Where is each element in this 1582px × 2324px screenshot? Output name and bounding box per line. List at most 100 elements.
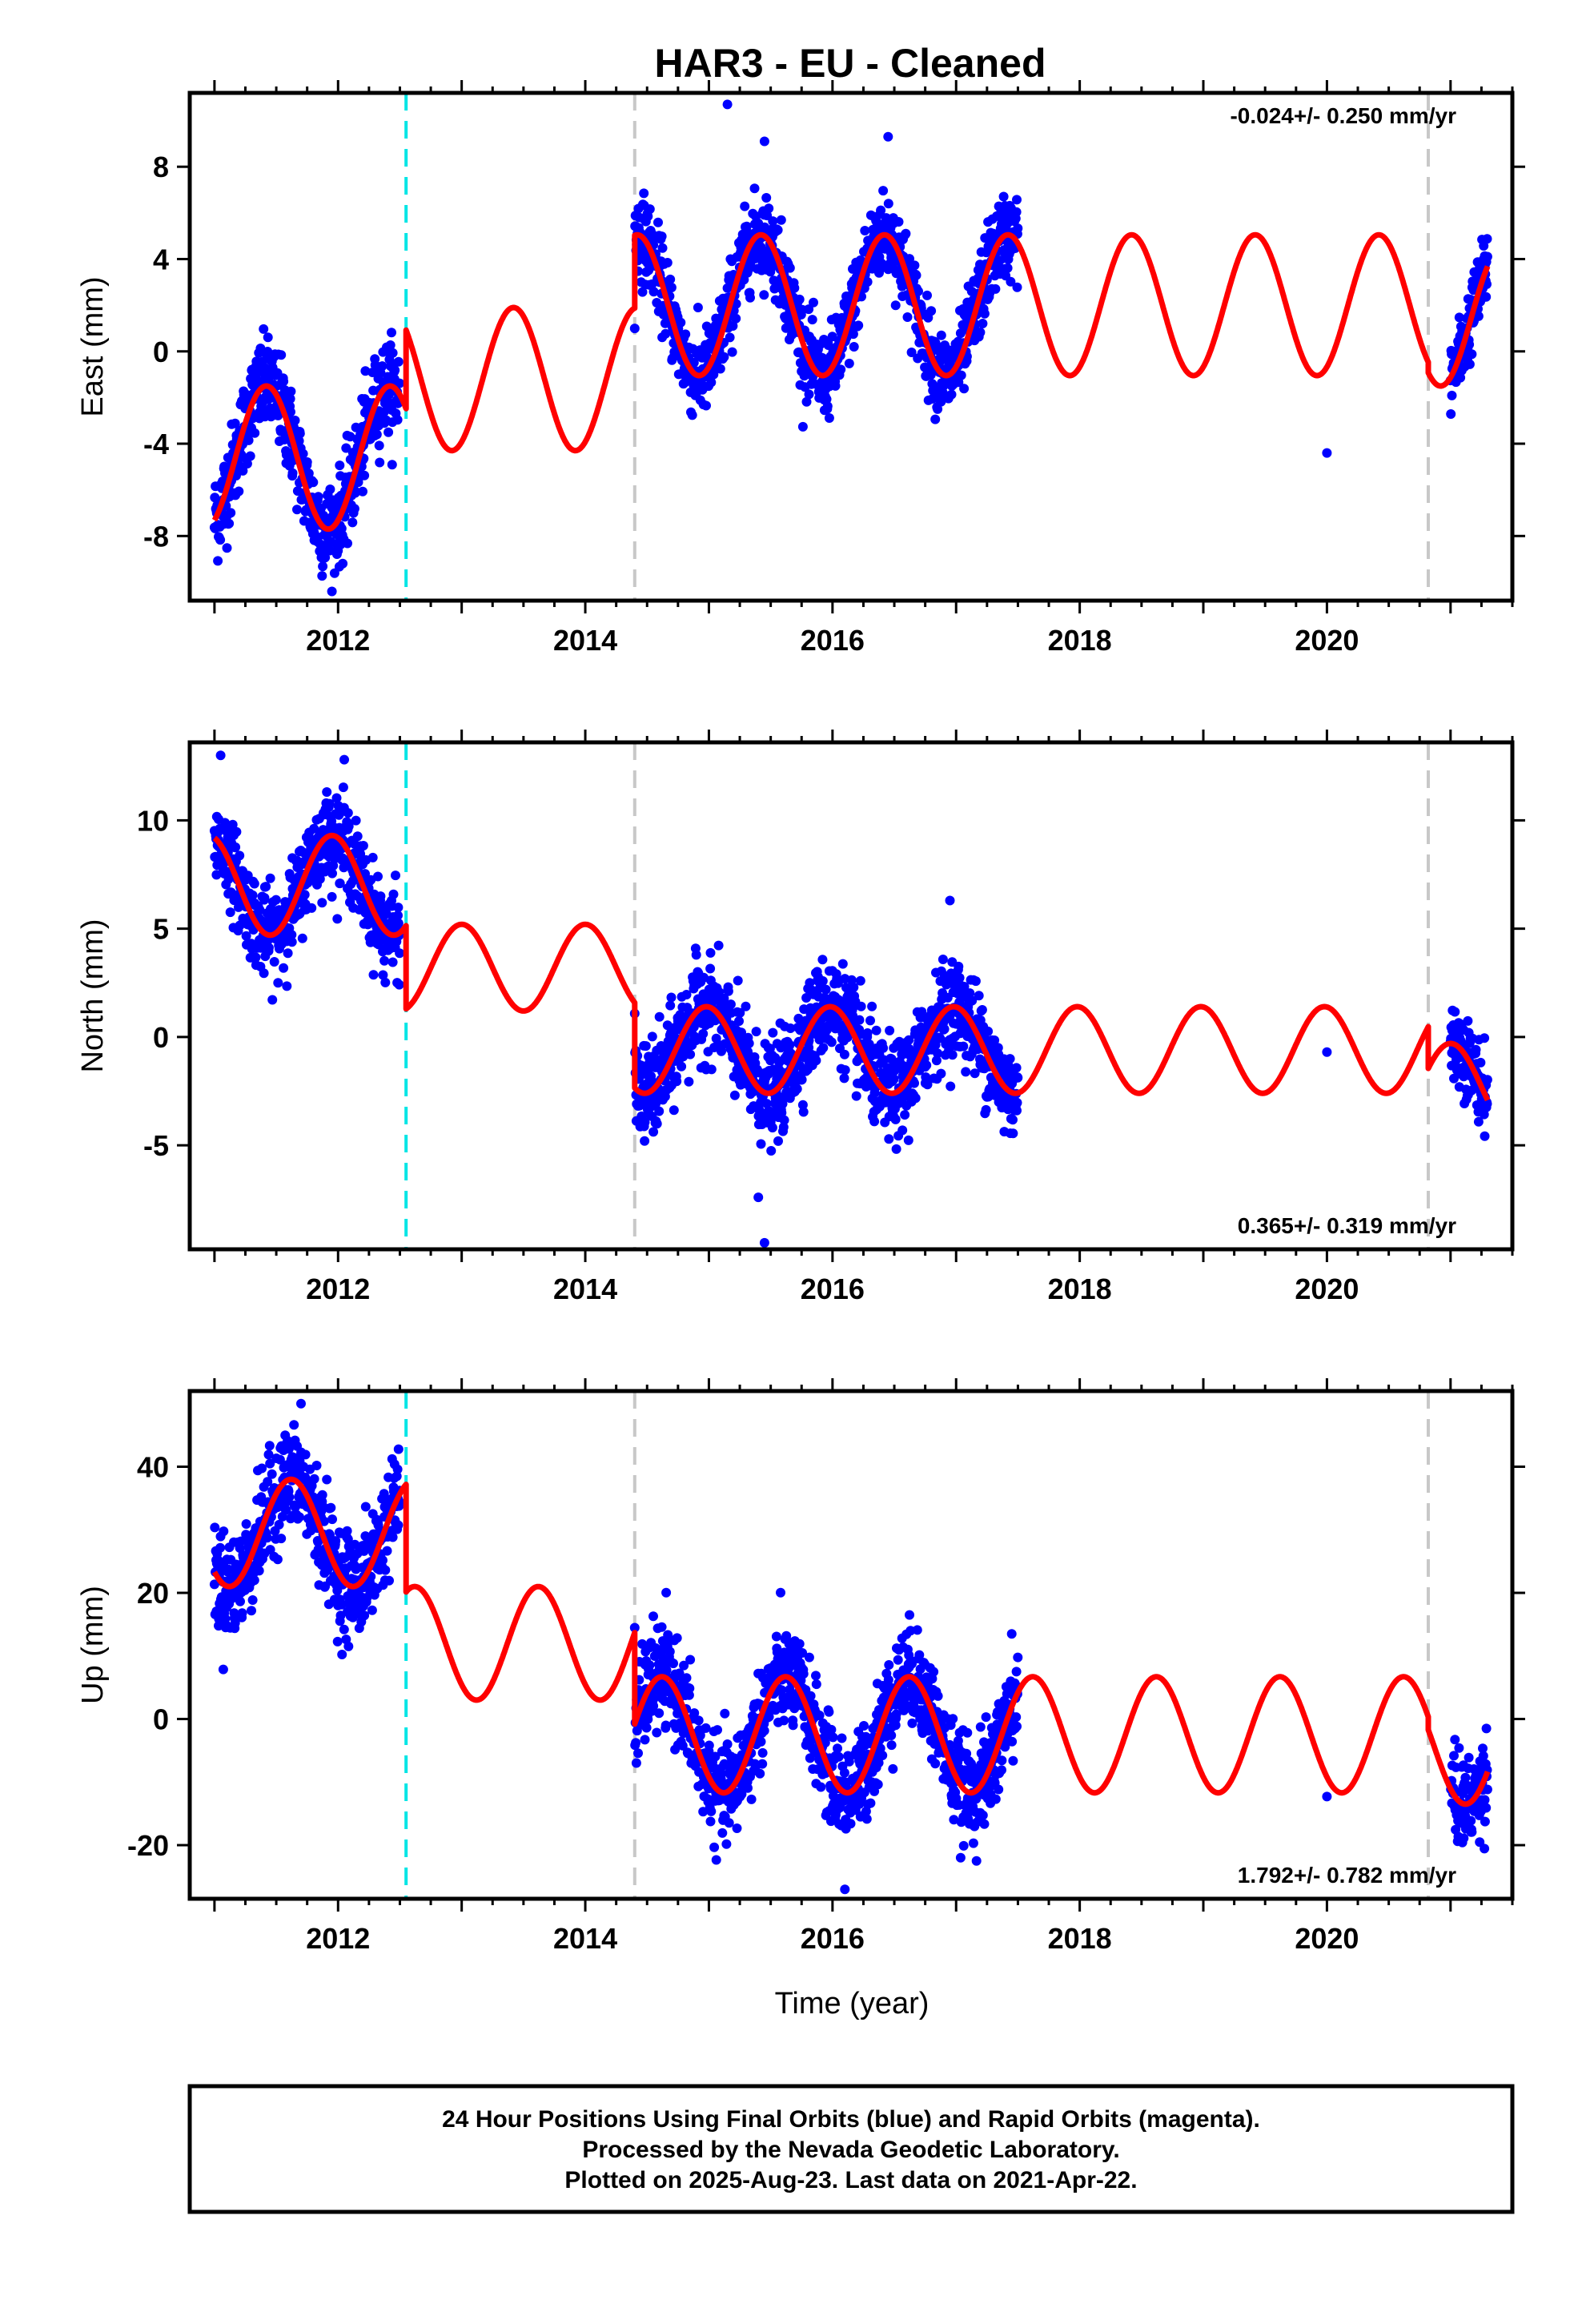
data-point — [764, 203, 774, 214]
plot-area — [209, 93, 1492, 601]
data-point — [837, 959, 848, 969]
data-point — [805, 1691, 816, 1701]
data-point — [287, 468, 298, 478]
outlier-point — [883, 131, 893, 142]
data-point — [309, 1474, 319, 1484]
data-point — [286, 407, 295, 417]
data-point — [719, 352, 729, 362]
data-point — [797, 1075, 807, 1085]
data-point — [721, 1839, 732, 1849]
data-point — [1013, 223, 1023, 234]
data-point — [390, 365, 400, 376]
data-point — [358, 486, 367, 497]
data-point — [724, 1818, 734, 1828]
data-point — [284, 1492, 295, 1502]
data-point — [395, 378, 405, 388]
data-point — [911, 270, 921, 280]
data-point — [631, 1738, 641, 1748]
data-point — [279, 963, 289, 973]
y-tick-label: -5 — [143, 1129, 169, 1162]
data-point — [1482, 1099, 1492, 1109]
data-point — [909, 260, 920, 271]
data-point — [740, 201, 750, 211]
data-point — [241, 1519, 251, 1529]
x-tick-label: 2014 — [553, 1273, 617, 1305]
data-point — [947, 1050, 958, 1060]
data-point — [235, 1596, 245, 1606]
data-point — [801, 396, 812, 407]
data-point — [393, 1520, 404, 1530]
data-point — [283, 948, 293, 959]
data-point — [255, 905, 265, 915]
data-point — [338, 558, 348, 569]
data-point — [250, 428, 260, 438]
data-point — [222, 543, 232, 553]
data-point — [292, 505, 302, 515]
data-point — [331, 793, 342, 803]
data-point — [711, 1855, 721, 1865]
data-point — [299, 890, 310, 900]
data-point — [648, 1127, 659, 1137]
data-point — [849, 342, 859, 352]
data-point — [1482, 1075, 1492, 1085]
data-point — [325, 485, 335, 494]
data-point — [656, 231, 667, 242]
data-point — [375, 457, 385, 468]
data-point — [926, 306, 937, 316]
data-point — [393, 903, 404, 913]
data-point — [662, 258, 673, 267]
data-point — [709, 369, 719, 380]
data-point — [282, 981, 292, 991]
data-point — [302, 457, 312, 467]
data-point — [789, 283, 800, 293]
data-point — [656, 1622, 667, 1632]
data-point — [833, 1743, 842, 1754]
data-point — [1480, 1131, 1490, 1141]
data-point — [343, 538, 352, 549]
y-tick-label: -4 — [143, 428, 169, 460]
data-point — [705, 963, 716, 974]
data-point — [970, 976, 981, 987]
data-point — [685, 1683, 695, 1694]
data-point — [856, 1001, 866, 1011]
data-point — [757, 1747, 768, 1758]
data-point — [1480, 1033, 1490, 1043]
data-point — [839, 1049, 849, 1059]
data-point — [768, 216, 778, 227]
data-point — [639, 188, 649, 199]
data-point — [717, 1827, 728, 1838]
data-point — [327, 891, 337, 902]
data-point — [833, 1751, 844, 1762]
data-point — [235, 850, 245, 861]
data-point — [337, 1650, 347, 1659]
data-point — [303, 468, 314, 479]
data-point — [327, 868, 337, 879]
data-point — [351, 815, 361, 826]
data-point — [644, 1660, 655, 1671]
data-point — [1011, 1063, 1022, 1073]
x-tick-label: 2014 — [553, 624, 617, 657]
data-point — [350, 488, 360, 498]
data-point — [706, 377, 717, 388]
data-point — [654, 1106, 665, 1116]
data-point — [779, 1715, 789, 1726]
data-point — [757, 1759, 768, 1769]
data-point — [644, 204, 655, 215]
data-point — [817, 955, 828, 965]
data-point — [1481, 292, 1492, 302]
data-point — [264, 1441, 275, 1451]
data-point — [289, 1420, 299, 1430]
plot-area — [209, 1391, 1492, 1899]
data-point — [387, 328, 396, 338]
data-point — [885, 1025, 895, 1035]
data-point — [705, 947, 716, 958]
data-point — [382, 1546, 392, 1556]
outlier-point — [753, 1192, 764, 1203]
data-point — [749, 183, 760, 194]
data-point — [661, 1720, 671, 1731]
data-point — [230, 418, 240, 428]
y-tick-label: 0 — [153, 336, 169, 368]
data-point — [654, 1708, 665, 1719]
data-point — [325, 545, 335, 556]
data-point — [725, 999, 736, 1010]
